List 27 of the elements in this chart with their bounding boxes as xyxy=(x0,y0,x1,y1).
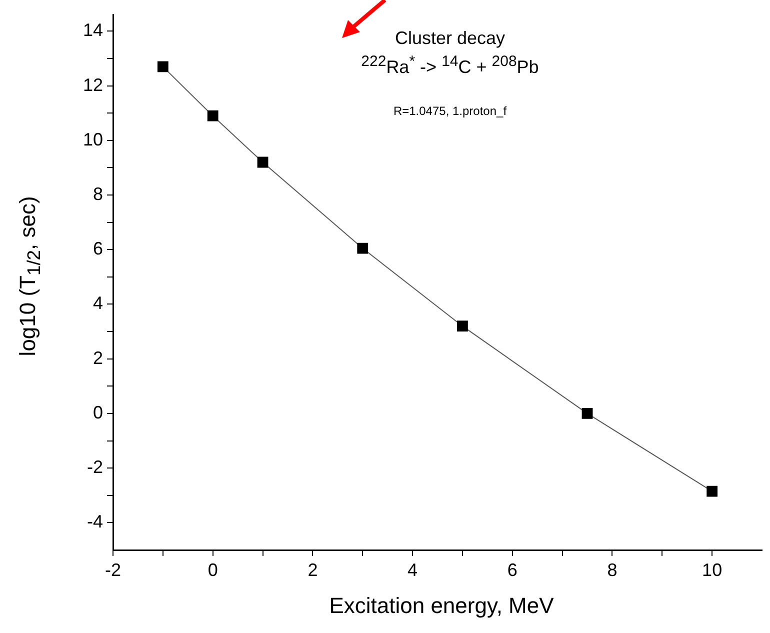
y-tick-label: 12 xyxy=(82,74,103,95)
point xyxy=(706,486,718,497)
point xyxy=(157,61,168,72)
point xyxy=(357,242,368,254)
x-tick-label: 4 xyxy=(408,560,418,580)
point xyxy=(257,156,268,168)
y-tick-label: 10 xyxy=(82,129,103,150)
y-tick-label: 4 xyxy=(92,293,103,314)
point xyxy=(457,320,468,332)
y-tick-label: 2 xyxy=(92,348,103,368)
x-tick-label: 8 xyxy=(607,560,618,580)
y-tick-label: -4 xyxy=(86,512,103,532)
y-tick-label: 8 xyxy=(92,184,103,204)
y-tick-label: -2 xyxy=(86,457,103,478)
annotation: R=1.0475, 1.proton_f xyxy=(392,104,508,118)
x-axis-title: Excitation energy, MeV xyxy=(328,593,555,619)
point xyxy=(207,110,218,122)
x-tick-label: 6 xyxy=(507,560,518,580)
point xyxy=(582,408,593,419)
y-tick-label: 14 xyxy=(82,20,103,40)
annotation: $^{222}$Ra$^{*}$ -> $^{14}$C + $^{208}$Pb xyxy=(360,53,540,78)
annotation: Cluster decay xyxy=(394,28,506,49)
x-tick-label: 2 xyxy=(308,560,318,580)
y-tick-label: 0 xyxy=(92,402,103,422)
x-tick-label: 10 xyxy=(702,560,722,580)
x-tick-label: 0 xyxy=(208,560,218,580)
y-tick-label: 6 xyxy=(92,238,103,259)
